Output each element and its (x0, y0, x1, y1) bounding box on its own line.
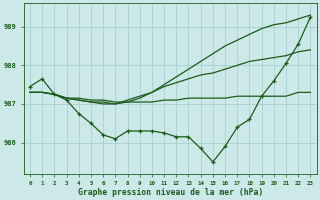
X-axis label: Graphe pression niveau de la mer (hPa): Graphe pression niveau de la mer (hPa) (77, 188, 263, 197)
